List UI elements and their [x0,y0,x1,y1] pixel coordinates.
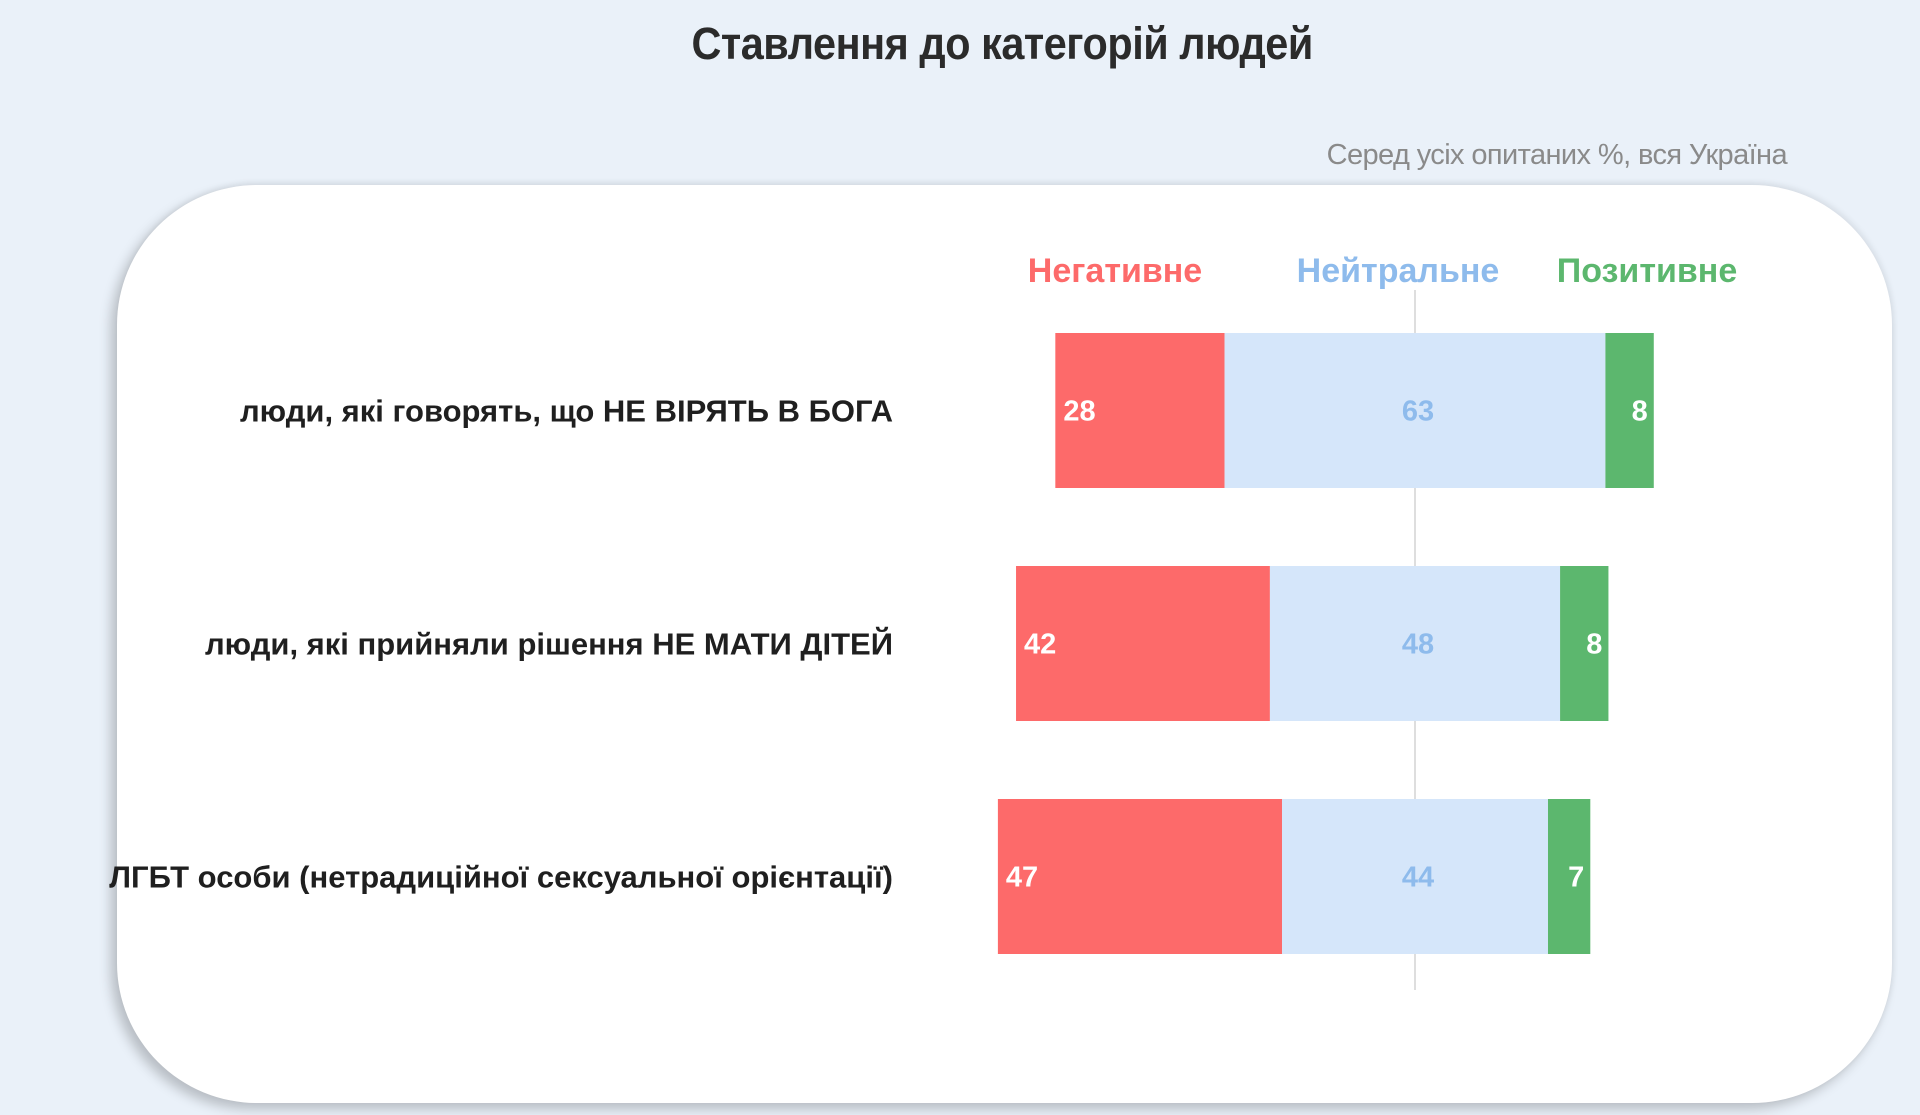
legend-negative: Негативне [1028,252,1202,290]
bar-positive [1547,799,1591,954]
bar-neutral [1224,333,1606,488]
data-label-negative: 28 [1063,396,1095,428]
bar-negative [1055,333,1225,488]
data-label-neutral: 63 [1402,396,1434,428]
category-label: люди, які прийняли рішення НЕ МАТИ ДІТЕЙ [205,626,893,662]
legend-neutral: Нейтральне [1297,252,1500,290]
data-label-positive: 7 [1568,862,1584,894]
data-label-neutral: 48 [1402,629,1434,661]
chart-subtitle: Серед усіх опитаних %, вся Україна [1326,139,1788,171]
category-label: ЛГБТ особи (нетрадиційної сексуальної ор… [109,860,893,895]
bar-neutral [1269,566,1561,721]
bar-positive [1560,566,1609,721]
category-labels: люди, які говорять, що НЕ ВІРЯТЬ В БОГА л… [109,394,893,895]
data-label-negative: 47 [1006,862,1038,894]
data-label-neutral: 44 [1402,862,1434,894]
bar-negative [1016,566,1270,721]
data-label-positive: 8 [1586,629,1602,661]
legend-positive: Позитивне [1557,252,1737,290]
category-label: люди, які говорять, що НЕ ВІРЯТЬ В БОГА [240,394,893,429]
data-label-positive: 8 [1632,396,1648,428]
bar-negative [997,799,1283,954]
bar-neutral [1282,799,1548,954]
data-label-negative: 42 [1024,629,1056,661]
bar-positive [1605,333,1654,488]
bars: 28 63 8 42 48 8 47 44 7 [997,333,1654,954]
chart-title: Ставлення до категорій людей [691,18,1313,69]
legend: Негативне Нейтральне Позитивне [1028,252,1737,290]
